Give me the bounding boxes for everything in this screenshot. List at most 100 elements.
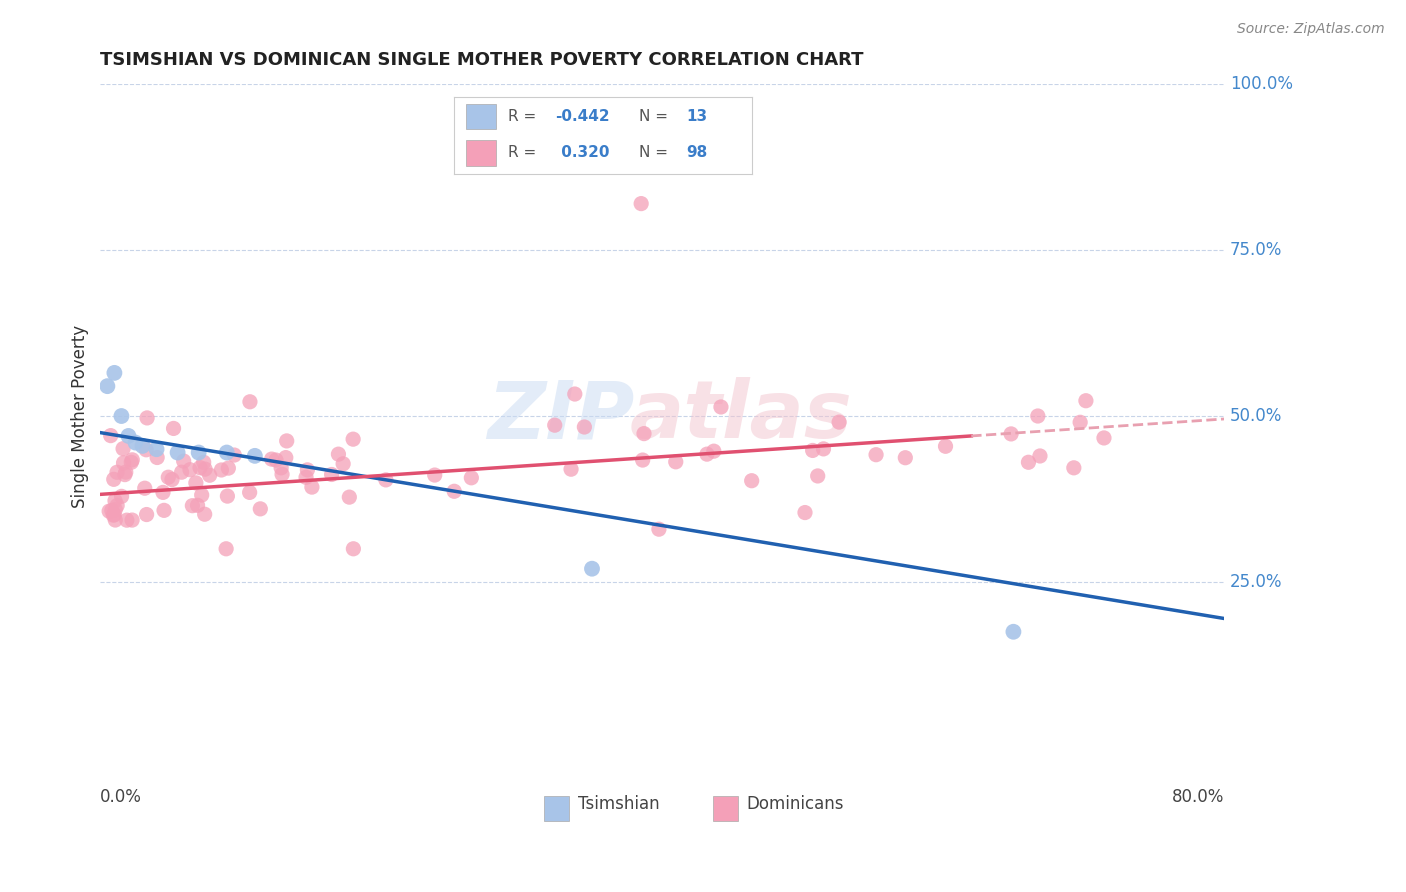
Point	[631, 453, 654, 467]
Point	[96, 379, 118, 393]
Text: 80.0%: 80.0%	[1171, 788, 1225, 805]
Point	[179, 463, 201, 477]
Point	[112, 456, 135, 470]
Point	[630, 196, 652, 211]
Text: Tsimshian: Tsimshian	[578, 796, 659, 814]
Point	[1002, 624, 1025, 639]
Point	[157, 470, 180, 484]
Point	[295, 470, 318, 484]
Point	[145, 442, 167, 457]
Text: 25.0%: 25.0%	[1230, 573, 1282, 591]
Point	[224, 448, 246, 462]
Point	[104, 502, 127, 516]
Point	[98, 504, 121, 518]
Point	[560, 462, 582, 476]
Point	[934, 439, 956, 453]
Point	[710, 400, 733, 414]
Point	[807, 469, 830, 483]
Point	[110, 409, 132, 423]
Point	[297, 463, 319, 477]
Text: Source: ZipAtlas.com: Source: ZipAtlas.com	[1237, 22, 1385, 37]
Point	[828, 415, 851, 429]
Point	[217, 489, 239, 503]
Point	[1069, 415, 1091, 429]
Point	[342, 541, 364, 556]
Point	[1017, 455, 1039, 469]
Point	[152, 485, 174, 500]
Point	[301, 480, 323, 494]
Point	[1063, 460, 1085, 475]
Point	[217, 461, 239, 475]
Point	[574, 420, 596, 434]
Point	[100, 428, 122, 442]
Point	[1029, 449, 1052, 463]
Point	[374, 473, 396, 487]
Point	[581, 562, 603, 576]
Point	[188, 460, 211, 475]
Point	[170, 465, 193, 479]
Point	[121, 452, 143, 467]
Point	[105, 465, 128, 479]
Text: TSIMSHIAN VS DOMINICAN SINGLE MOTHER POVERTY CORRELATION CHART: TSIMSHIAN VS DOMINICAN SINGLE MOTHER POV…	[100, 51, 863, 69]
FancyBboxPatch shape	[544, 796, 569, 821]
Text: 50.0%: 50.0%	[1230, 407, 1282, 425]
Point	[249, 501, 271, 516]
Point	[153, 503, 176, 517]
Point	[274, 450, 297, 465]
Point	[184, 475, 207, 490]
Point	[1026, 409, 1049, 423]
Point	[1000, 426, 1022, 441]
Point	[209, 463, 232, 477]
Text: ZIP: ZIP	[488, 377, 634, 455]
Point	[270, 460, 292, 475]
Text: 0.0%: 0.0%	[100, 788, 142, 805]
Point	[564, 387, 586, 401]
Point	[124, 435, 146, 450]
Point	[103, 366, 125, 380]
Point	[264, 453, 287, 467]
Point	[460, 471, 482, 485]
Point	[321, 467, 343, 482]
Point	[104, 493, 127, 508]
Point	[239, 485, 262, 500]
Point	[648, 522, 671, 536]
Point	[187, 499, 209, 513]
Point	[801, 443, 824, 458]
Point	[115, 513, 138, 527]
Point	[260, 452, 283, 467]
Point	[215, 541, 238, 556]
Point	[443, 484, 465, 499]
Point	[741, 474, 763, 488]
Point	[114, 467, 136, 482]
Point	[103, 508, 125, 522]
Point	[276, 434, 298, 448]
Point	[110, 489, 132, 503]
Point	[104, 513, 127, 527]
Text: Dominicans: Dominicans	[747, 796, 844, 814]
Point	[423, 468, 446, 483]
Point	[665, 455, 688, 469]
Point	[131, 439, 153, 453]
Point	[134, 481, 156, 495]
Point	[794, 506, 817, 520]
Point	[136, 411, 159, 425]
Point	[121, 513, 143, 527]
Point	[135, 442, 157, 457]
Point	[194, 462, 217, 476]
Point	[894, 450, 917, 465]
Point	[243, 449, 266, 463]
Point	[332, 457, 354, 471]
Point	[181, 499, 204, 513]
Point	[112, 442, 135, 456]
Point	[337, 490, 360, 504]
Text: 100.0%: 100.0%	[1230, 75, 1292, 93]
Point	[865, 448, 887, 462]
Point	[190, 488, 212, 502]
Point	[703, 444, 725, 458]
Point	[187, 445, 209, 459]
Point	[215, 445, 238, 459]
Point	[105, 499, 128, 513]
Point	[271, 467, 294, 482]
Point	[114, 465, 136, 479]
Y-axis label: Single Mother Poverty: Single Mother Poverty	[72, 325, 89, 508]
